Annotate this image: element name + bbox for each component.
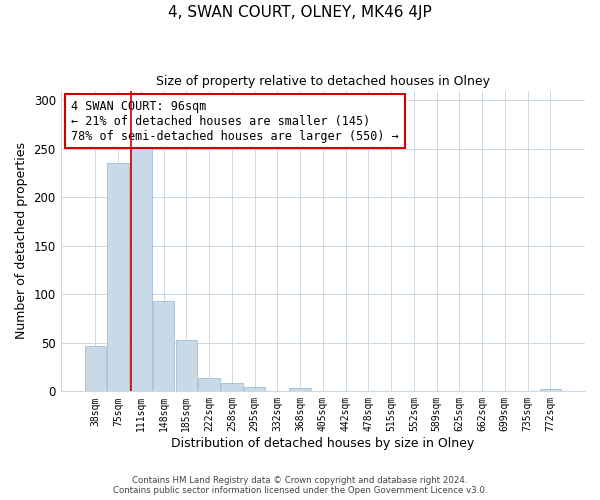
Bar [289,388,311,392]
Bar [539,390,561,392]
Bar [244,388,265,392]
Bar [85,346,106,392]
Bar [176,340,197,392]
Y-axis label: Number of detached properties: Number of detached properties [15,142,28,340]
Bar [107,164,129,392]
Bar [130,148,152,392]
Text: Contains HM Land Registry data © Crown copyright and database right 2024.
Contai: Contains HM Land Registry data © Crown c… [113,476,487,495]
Bar [198,378,220,392]
Bar [153,301,175,392]
Text: 4, SWAN COURT, OLNEY, MK46 4JP: 4, SWAN COURT, OLNEY, MK46 4JP [168,5,432,20]
Bar [221,382,242,392]
Text: 4 SWAN COURT: 96sqm
← 21% of detached houses are smaller (145)
78% of semi-detac: 4 SWAN COURT: 96sqm ← 21% of detached ho… [71,100,399,142]
Title: Size of property relative to detached houses in Olney: Size of property relative to detached ho… [156,75,490,88]
X-axis label: Distribution of detached houses by size in Olney: Distribution of detached houses by size … [171,437,475,450]
